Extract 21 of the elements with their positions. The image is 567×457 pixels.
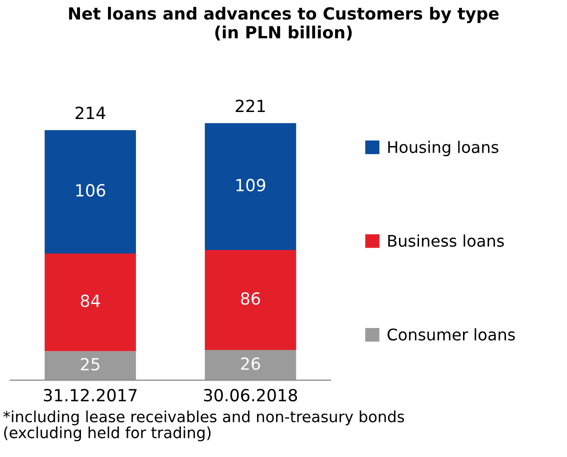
data-label: 26 <box>241 357 260 370</box>
legend-label: Business loans <box>388 234 504 247</box>
bar <box>44 130 136 254</box>
data-label: 84 <box>80 294 100 308</box>
chart-title: Net loans and advances to Customers by type (in PLN billion) <box>69 6 499 41</box>
bar <box>204 250 296 350</box>
bar <box>204 350 296 380</box>
total-label: 221 <box>236 100 265 112</box>
bar <box>44 253 136 352</box>
legend-label: Housing loans <box>388 140 498 156</box>
data-label: 106 <box>76 184 106 197</box>
data-label: 86 <box>241 292 260 305</box>
bar <box>44 351 136 380</box>
x-tick-label: 31.12.2017 <box>44 388 137 402</box>
bar <box>204 123 296 250</box>
legend-label: Consumer loans <box>388 328 515 341</box>
data-label: 109 <box>236 178 266 192</box>
x-tick-label: 30.06.2018 <box>204 388 298 402</box>
total-label: 214 <box>76 106 106 119</box>
text: *including lease receivables and non-treasury bonds (excluding held for trading) <box>3 410 404 442</box>
data-label: 25 <box>80 358 100 371</box>
